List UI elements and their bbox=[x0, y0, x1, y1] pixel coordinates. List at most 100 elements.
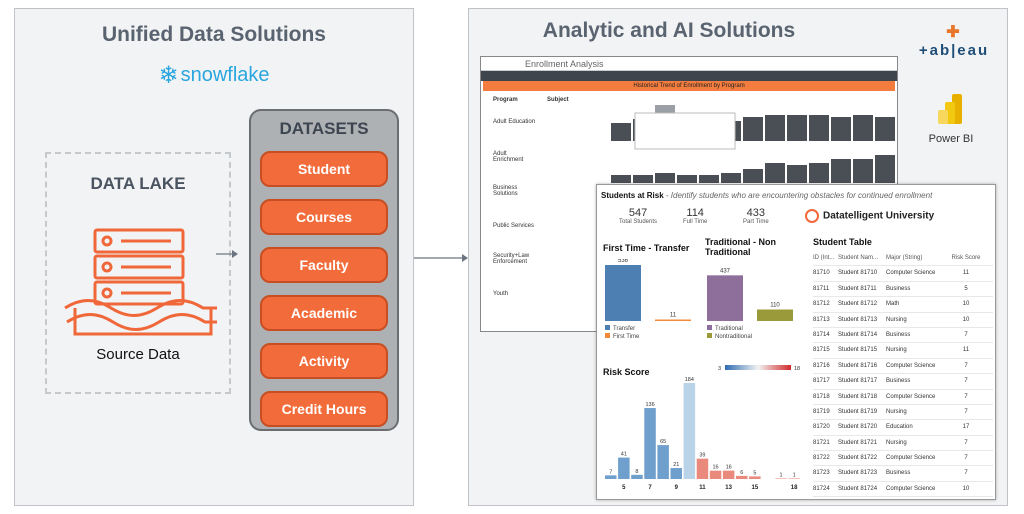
table-cell: 81720 bbox=[813, 424, 830, 431]
scale-min-label: 3 bbox=[718, 366, 721, 372]
risk-bar bbox=[657, 445, 669, 479]
table-cell: 11 bbox=[962, 270, 970, 277]
ft-chart-title: First Time - Transfer bbox=[603, 243, 690, 253]
risk-bar-label: 7 bbox=[609, 469, 612, 475]
legend-label: First Time bbox=[613, 334, 640, 340]
left-panel-title: Unified Data Solutions bbox=[101, 23, 326, 46]
risk-tick-label: 15 bbox=[752, 485, 759, 491]
table-row: 81714 Student 81714 Business 7 bbox=[813, 328, 993, 344]
col-program: Program bbox=[493, 97, 518, 103]
table-cell: Computer Science bbox=[886, 270, 936, 277]
table-cell: Student 81722 bbox=[838, 455, 878, 462]
table-cell: 81719 bbox=[813, 408, 830, 415]
snowflake-logo: ❄ snowflake bbox=[158, 62, 270, 89]
table-cell: Student 81721 bbox=[838, 439, 878, 446]
risk-bar-label: 184 bbox=[685, 377, 694, 383]
table-cell: 17 bbox=[962, 424, 970, 431]
bar-value-label: 437 bbox=[720, 268, 731, 274]
table-row: 81721 Student 81721 Nursing 7 bbox=[813, 436, 993, 452]
table-cell: Risk Score bbox=[951, 255, 981, 261]
table-cell: 10 bbox=[962, 301, 970, 308]
legend-swatch bbox=[605, 333, 610, 338]
table-cell: Nursing bbox=[886, 347, 907, 354]
scale-max-label: 18 bbox=[794, 366, 800, 372]
table-cell: Business bbox=[886, 378, 911, 385]
table-cell: Student 81723 bbox=[838, 470, 878, 477]
risk-bar bbox=[788, 478, 800, 479]
table-row: 81720 Student 81720 Education 17 bbox=[813, 420, 993, 436]
risk-bar-label: 5 bbox=[753, 470, 756, 476]
table-cell: Nursing bbox=[886, 316, 907, 323]
table-cell: Math bbox=[886, 301, 900, 308]
university-name: Datatelligent University bbox=[805, 209, 934, 223]
data-lake-box: DATA LAKE Source Data bbox=[45, 152, 231, 394]
table-row: 81713 Student 81713 Nursing 10 bbox=[813, 313, 993, 328]
table-cell: Student 81719 bbox=[838, 408, 878, 415]
dataset-courses: Courses bbox=[260, 199, 388, 235]
table-cell: 7 bbox=[964, 470, 968, 477]
table-row: 81715 Student 81715 Nursing 11 bbox=[813, 343, 993, 359]
traditional-chart: 437 Traditional 110 Nontraditional bbox=[707, 268, 793, 340]
table-cell: Student 81716 bbox=[838, 362, 878, 369]
trad-chart-title: Traditional - Non Traditional bbox=[705, 237, 776, 257]
table-cell: Student 81717 bbox=[838, 378, 878, 385]
risk-bar-label: 8 bbox=[635, 469, 638, 475]
risk-bar bbox=[683, 383, 696, 479]
table-cell: 81714 bbox=[813, 331, 830, 338]
table-cell: Student 81720 bbox=[838, 424, 878, 431]
legend-label: Transfer bbox=[613, 326, 635, 332]
student-table: ID (Int... Student Nam... Major (String) Ri… bbox=[813, 251, 993, 498]
legend-swatch bbox=[605, 325, 610, 330]
risk-tick-label: 18 bbox=[791, 485, 798, 491]
risk-bar-label: 39 bbox=[699, 453, 705, 459]
datasets-box: DATASETS Student Courses Faculty Academi… bbox=[249, 109, 399, 431]
table-cell: 81710 bbox=[813, 270, 830, 277]
data-lake-title: DATA LAKE bbox=[90, 174, 186, 193]
program-row: Security+Law Enforcement bbox=[493, 253, 530, 265]
program-row: Adult Enrichment bbox=[493, 151, 524, 163]
risk-bar bbox=[644, 408, 656, 479]
table-row: 81723 Student 81723 Business 7 bbox=[813, 466, 993, 482]
table-cell: 81722 bbox=[813, 455, 830, 462]
bar-value-label: 536 bbox=[618, 259, 629, 264]
risk-bar-label: 16 bbox=[726, 465, 732, 471]
table-cell: 10 bbox=[962, 485, 970, 492]
risk-bar-label: 41 bbox=[621, 452, 627, 458]
dataset-credit-hours: Credit Hours bbox=[260, 391, 388, 427]
table-cell: Education bbox=[886, 424, 913, 431]
kpi-total: 547 Total Students bbox=[619, 207, 658, 225]
table-row: 81717 Student 81717 Business 7 bbox=[813, 374, 993, 390]
dataset-academic: Academic bbox=[260, 295, 388, 331]
bar-transfer bbox=[605, 265, 641, 321]
powerbi-icon bbox=[938, 94, 962, 124]
right-panel-title: Analytic and AI Solutions bbox=[542, 19, 796, 42]
risk-bar bbox=[605, 475, 617, 479]
table-cell: 81713 bbox=[813, 316, 830, 323]
snowflake-icon: ❄ bbox=[158, 62, 179, 89]
risk-bar bbox=[631, 474, 643, 479]
table-row: 81718 Student 81718 Computer Science 7 bbox=[813, 390, 993, 405]
table-cell: Computer Science bbox=[886, 455, 936, 462]
bar-value-label: 110 bbox=[770, 303, 780, 309]
bar-traditional bbox=[707, 275, 743, 321]
legend-swatch bbox=[707, 333, 712, 338]
source-data-label: Source Data bbox=[96, 346, 180, 363]
table-cell: Business bbox=[886, 285, 911, 292]
program-row: Business Solutions bbox=[493, 185, 518, 197]
table-cell: 7 bbox=[964, 378, 968, 385]
table-cell: Nursing bbox=[886, 408, 907, 415]
table-cell: 7 bbox=[964, 331, 968, 338]
table-row: 81710 Student 81710 Computer Science 11 bbox=[813, 266, 993, 282]
risk-bar bbox=[775, 478, 787, 479]
risk-bar bbox=[709, 470, 722, 479]
risk-bar bbox=[670, 468, 682, 479]
legend-label: Nontraditional bbox=[715, 334, 752, 340]
table-cell: Computer Science bbox=[886, 393, 936, 400]
table-cell: Business bbox=[886, 331, 911, 338]
table-cell: 7 bbox=[964, 408, 968, 415]
dataset-student: Student bbox=[260, 151, 388, 187]
kpi-fulltime: 114 Full Time bbox=[683, 207, 708, 225]
tableau-logo: ✚ +ab|eau bbox=[914, 22, 994, 59]
